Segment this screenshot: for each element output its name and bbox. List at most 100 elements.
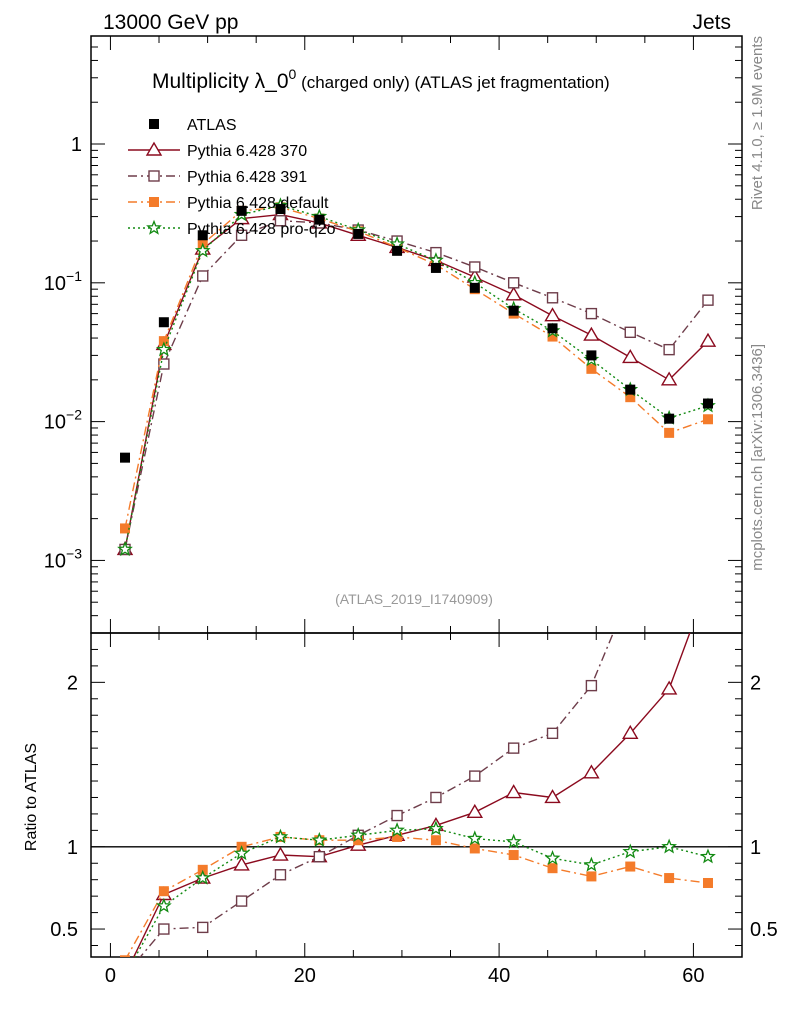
point-pythia-6-428-pro-q2o xyxy=(117,541,133,557)
ratio-point-pythia-6-428-pro-q2o xyxy=(544,850,561,866)
series-line-pythia-6-428-370 xyxy=(124,213,709,550)
point-pythia-6-428-370 xyxy=(660,371,678,386)
point-atlas xyxy=(430,262,441,273)
point-pythia-6-428-391 xyxy=(274,215,287,227)
header-left-label: 13000 GeV pp xyxy=(103,11,238,34)
ratio-point-pythia-6-428-pro-q2o xyxy=(505,833,522,849)
ratio-y-tick-label-right: 1 xyxy=(750,837,761,859)
ratio-point-pythia-6-428-default xyxy=(625,861,636,872)
point-pythia-6-428-391 xyxy=(663,343,675,356)
tick-base: 1 xyxy=(71,134,82,156)
ratio-point-pythia-6-428-391 xyxy=(235,895,248,907)
ratio-ylabel: Ratio to ATLAS xyxy=(23,743,40,851)
legend-marker-atlas xyxy=(149,119,159,129)
ratio-point-pythia-6-428-370 xyxy=(272,846,289,861)
rivet-label: Rivet 4.1.0, ≥ 1.9M events xyxy=(749,36,766,210)
title-rest: (charged only) (ATLAS jet fragmentation) xyxy=(296,73,609,92)
tick-base: 10 xyxy=(44,412,66,434)
ratio-point-pythia-6-428-370 xyxy=(466,803,484,818)
legend-label-atlas: ATLAS xyxy=(187,117,237,134)
ratio-point-pythia-6-428-391 xyxy=(703,102,713,112)
point-atlas xyxy=(702,398,713,409)
x-tick-label: 0 xyxy=(105,965,116,987)
ratio-point-pythia-6-428-391 xyxy=(120,970,130,980)
ratio-point-pythia-6-428-default xyxy=(469,843,480,854)
ratio-point-pythia-6-428-default xyxy=(508,850,519,861)
x-tick-label: 40 xyxy=(488,965,510,987)
point-pythia-6-428-391 xyxy=(546,292,559,304)
header-right-label: Jets xyxy=(692,11,731,34)
series-line-pythia-6-428-391 xyxy=(124,219,709,550)
ratio-point-pythia-6-428-391 xyxy=(507,742,520,754)
point-pythia-6-428-default xyxy=(547,331,558,342)
ratio-point-pythia-6-428-default xyxy=(353,835,364,846)
series-line-pythia-6-428-pro-q2o xyxy=(124,204,709,550)
ratio-point-pythia-6-428-391 xyxy=(664,496,674,506)
point-pythia-6-428-370 xyxy=(622,349,639,364)
ratio-point-pythia-6-428-default xyxy=(392,831,403,842)
point-pythia-6-428-pro-q2o xyxy=(155,341,172,357)
point-pythia-6-428-391 xyxy=(469,261,481,273)
point-pythia-6-428-391 xyxy=(702,294,714,306)
legend-label-pythia-6-428-pro-q2o: Pythia 6.428 pro-q2o xyxy=(187,221,336,238)
ratio-point-pythia-6-428-391 xyxy=(313,850,326,863)
series-line-pythia-6-428-default xyxy=(124,206,709,529)
ratio-point-pythia-6-428-391 xyxy=(197,921,209,934)
point-atlas xyxy=(314,214,325,225)
point-atlas xyxy=(586,350,597,361)
ratio-point-pythia-6-428-pro-q2o xyxy=(272,828,289,844)
ratio-point-pythia-6-428-370 xyxy=(660,680,678,695)
point-atlas xyxy=(275,204,286,215)
ratio-y-tick-label: 0.5 xyxy=(50,919,78,941)
tick-exponent: −1 xyxy=(66,268,82,284)
plot-title: Multiplicity λ_00 (charged only) (ATLAS … xyxy=(152,66,610,93)
ratio-line-pythia-6-428-pro-q2o xyxy=(134,827,709,957)
ratio-point-pythia-6-428-391 xyxy=(625,587,635,597)
ratio-point-pythia-6-428-default xyxy=(586,871,597,882)
ratio-point-pythia-6-428-391 xyxy=(274,869,287,881)
point-pythia-6-428-default xyxy=(702,414,713,425)
ratio-point-pythia-6-428-pro-q2o xyxy=(194,869,211,885)
point-pythia-6-428-default xyxy=(120,523,131,534)
ratio-point-pythia-6-428-default xyxy=(120,955,131,957)
ratio-panel-frame xyxy=(90,632,743,958)
ratio-point-pythia-6-428-391 xyxy=(469,770,481,782)
point-pythia-6-428-391 xyxy=(235,229,248,241)
point-atlas xyxy=(197,230,208,241)
point-atlas xyxy=(236,205,247,216)
ratio-point-pythia-6-428-pro-q2o xyxy=(661,838,678,854)
ratio-point-pythia-6-428-default xyxy=(430,835,441,846)
ratio-point-pythia-6-428-pro-q2o xyxy=(622,843,639,859)
legend: ATLAS Pythia 6.428 370 Pythia 6.428 391 Pyt… xyxy=(128,117,336,238)
ratio-point-pythia-6-428-default xyxy=(702,877,713,888)
tick-exponent: −3 xyxy=(66,545,82,561)
point-pythia-6-428-default xyxy=(664,427,675,438)
analysis-label: (ATLAS_2019_I1740909) xyxy=(335,591,493,607)
point-atlas xyxy=(469,282,480,293)
ratio-point-pythia-6-428-pro-q2o xyxy=(155,897,172,913)
ratio-point-pythia-6-428-370 xyxy=(505,784,522,799)
legend-marker-pythia-6-428-391 xyxy=(148,170,160,182)
point-pythia-6-428-default xyxy=(625,392,636,403)
ratio-point-pythia-6-428-pro-q2o xyxy=(311,831,328,847)
point-pythia-6-428-370 xyxy=(505,286,522,301)
ratio-line-pythia-6-428-391 xyxy=(139,633,614,957)
legend-label-pythia-6-428-370: Pythia 6.428 370 xyxy=(187,143,307,160)
point-pythia-6-428-391 xyxy=(507,277,520,289)
ratio-point-pythia-6-428-pro-q2o xyxy=(119,969,131,981)
ratio-point-pythia-6-428-pro-q2o xyxy=(466,830,483,846)
point-atlas xyxy=(120,452,131,463)
tick-base: 10 xyxy=(44,550,66,572)
tick-base: 10 xyxy=(44,273,66,295)
ratio-point-pythia-6-428-pro-q2o xyxy=(389,822,405,838)
legend-label-pythia-6-428-default: Pythia 6.428 default xyxy=(187,195,329,212)
point-pythia-6-428-391 xyxy=(585,307,598,320)
ratio-point-pythia-6-428-391 xyxy=(391,809,403,822)
legend-marker-pythia-6-428-370 xyxy=(145,141,163,156)
ratio-point-pythia-6-428-pro-q2o xyxy=(350,826,367,843)
title-superscript: 0 xyxy=(289,66,297,82)
tick-exponent: −2 xyxy=(66,407,82,423)
point-atlas xyxy=(353,228,364,239)
ratio-y-tick-label: 1 xyxy=(67,837,78,859)
